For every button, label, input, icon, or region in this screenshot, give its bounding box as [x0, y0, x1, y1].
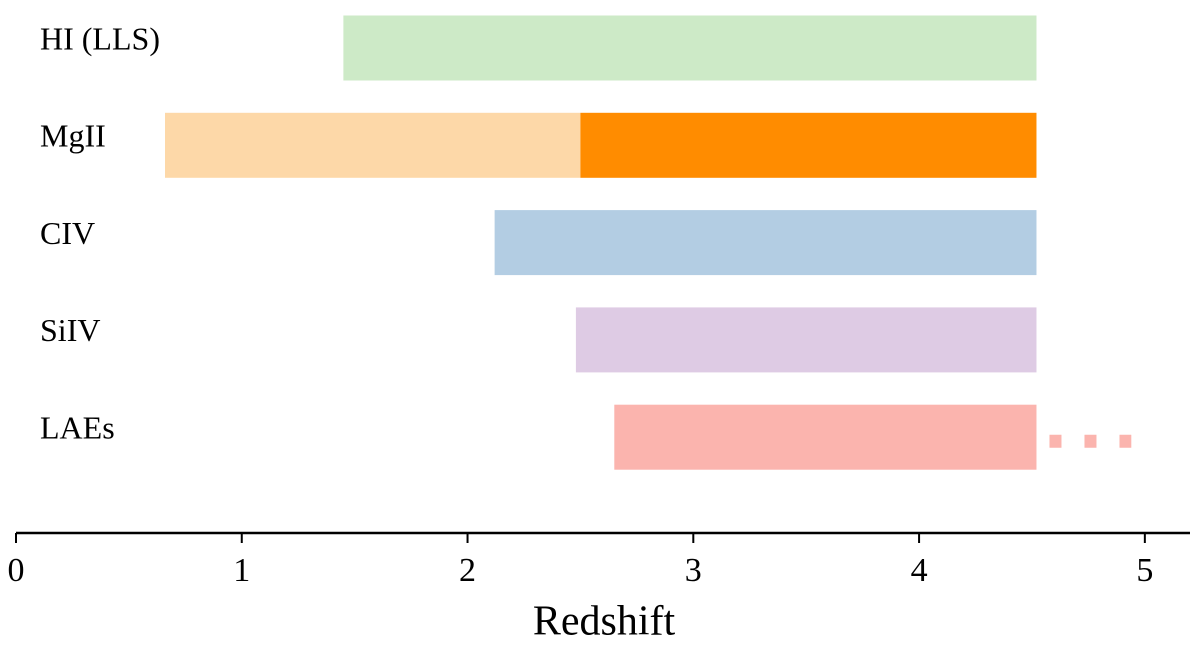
range-bar: [165, 112, 581, 178]
x-tick-label: 2: [459, 552, 476, 589]
x-tick-label: 5: [1136, 552, 1153, 589]
x-tick-label: 1: [233, 552, 250, 589]
range-bar: [614, 404, 1037, 470]
row-label: HI (LLS): [40, 20, 160, 56]
x-tick-label: 0: [8, 552, 25, 589]
range-bar: [575, 307, 1037, 373]
row-label: MgII: [40, 118, 106, 154]
x-tick-label: 3: [685, 552, 702, 589]
x-tick-label: 4: [911, 552, 928, 589]
row-label: LAEs: [40, 410, 115, 446]
range-bar: [343, 15, 1037, 81]
x-axis-label: Redshift: [533, 599, 676, 645]
range-bar: [580, 112, 1037, 178]
row-label: SiIV: [40, 312, 100, 348]
row-label: CIV: [40, 215, 95, 251]
range-bar: [494, 210, 1037, 276]
